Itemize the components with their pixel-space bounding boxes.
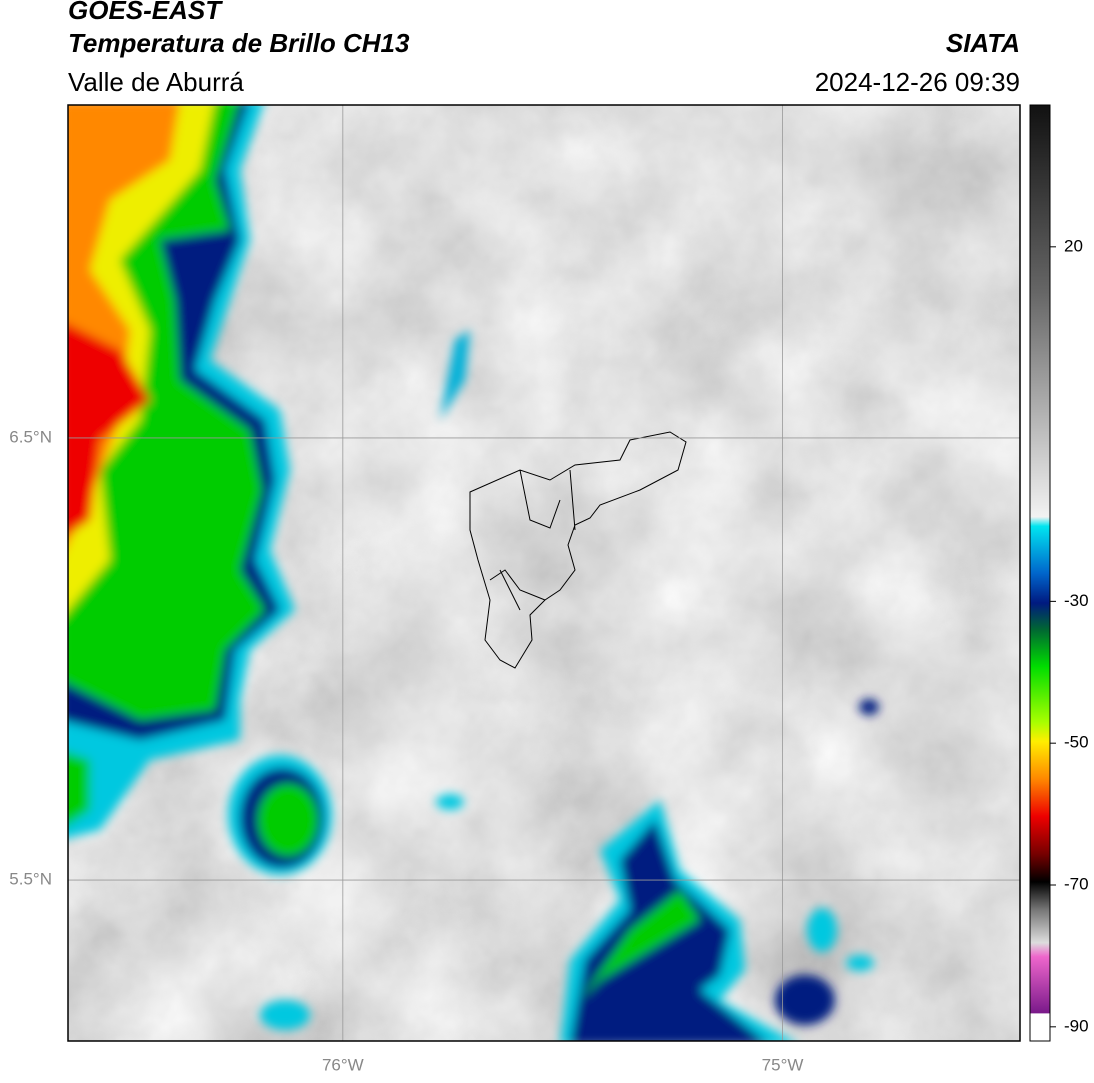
lat-tick-label: 6.5°N bbox=[9, 427, 52, 446]
aburra-boundaries bbox=[469, 431, 687, 669]
colorbar-tick-label: -90 bbox=[1064, 1016, 1089, 1035]
region-label: Valle de Aburrá bbox=[68, 67, 244, 97]
satellite-title: GOES-EAST bbox=[68, 0, 223, 25]
product-title: Temperatura de Brillo CH13 bbox=[68, 28, 410, 58]
lon-tick-label: 76°W bbox=[322, 1055, 364, 1074]
graticule bbox=[68, 105, 1020, 1041]
lat-tick-label: 5.5°N bbox=[9, 870, 52, 889]
lon-tick-label: 75°W bbox=[762, 1055, 804, 1074]
colorbar-tick-label: -50 bbox=[1064, 733, 1089, 752]
source-label: SIATA bbox=[946, 28, 1020, 58]
cold-cloud-tops bbox=[68, 105, 879, 1041]
colorbar-tick-label: -30 bbox=[1064, 591, 1089, 610]
map-frame bbox=[67, 104, 1021, 1042]
colorbar bbox=[1029, 104, 1051, 1042]
colorbar-tick-label: 20 bbox=[1064, 236, 1083, 255]
satellite-image bbox=[68, 105, 1020, 1041]
colorbar-tick-label: -70 bbox=[1064, 874, 1089, 893]
timestamp: 2024-12-26 09:39 bbox=[815, 67, 1020, 97]
